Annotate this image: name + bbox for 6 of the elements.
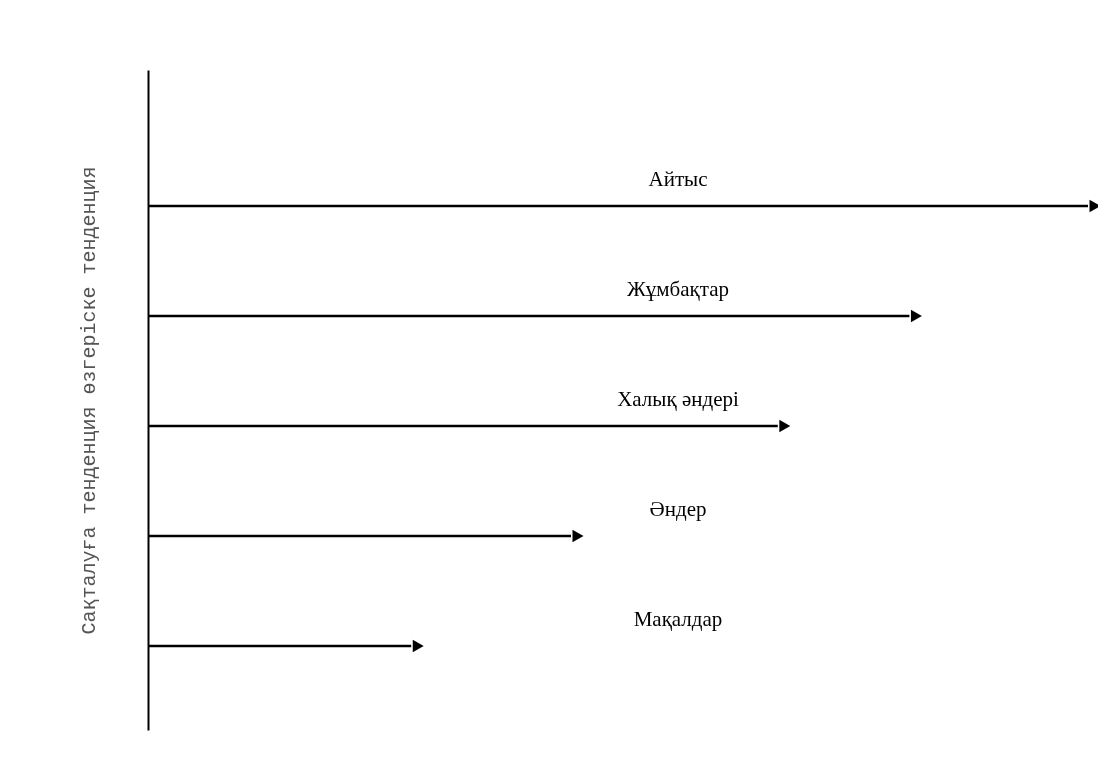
y-tick-label: Халық әндері xyxy=(617,387,739,411)
y-axis-title: Сақталуға тенденция өзгеріске тенденция xyxy=(77,166,101,635)
y-tick-label: Мақалдар xyxy=(633,607,723,631)
y-tick-label: Әндер xyxy=(649,497,707,521)
y-tick-label: Айтыс xyxy=(648,167,708,191)
y-tick-label: Жұмбақтар xyxy=(626,277,730,301)
